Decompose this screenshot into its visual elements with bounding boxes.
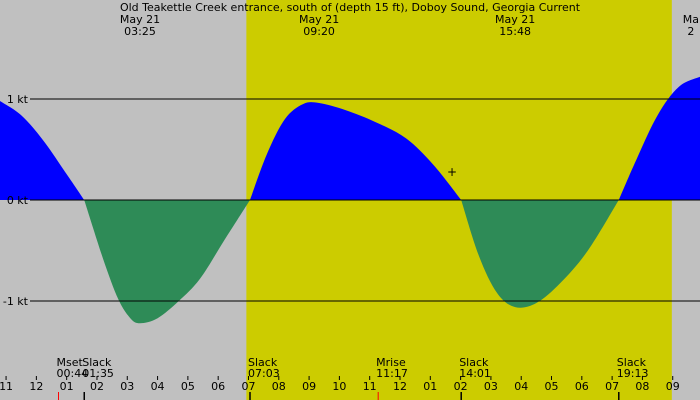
flood-area bbox=[0, 101, 85, 200]
y-tick-label: 0 kt bbox=[7, 194, 29, 207]
event-time: 01:35 bbox=[82, 367, 114, 380]
x-tick-label: 12 bbox=[393, 380, 407, 393]
y-tick-label: 1 kt bbox=[7, 93, 29, 106]
x-tick-label: 05 bbox=[181, 380, 195, 393]
chart-title: Old Teakettle Creek entrance, south of (… bbox=[120, 1, 581, 14]
x-tick-label: 08 bbox=[272, 380, 286, 393]
x-tick-label: 07 bbox=[605, 380, 619, 393]
flood-area bbox=[618, 76, 700, 200]
top-time-label: 09:20 bbox=[303, 25, 335, 38]
x-tick-label: 03 bbox=[484, 380, 498, 393]
x-tick-label: 04 bbox=[514, 380, 528, 393]
event-time: 14:01 bbox=[459, 367, 491, 380]
x-tick-label: 11 bbox=[0, 380, 13, 393]
event-name: Slack bbox=[82, 356, 112, 369]
event-name: Mrise bbox=[376, 356, 406, 369]
x-tick-label: 10 bbox=[332, 380, 346, 393]
ebb-area bbox=[461, 200, 619, 308]
x-tick-label: 11 bbox=[363, 380, 377, 393]
event-name: Slack bbox=[459, 356, 489, 369]
top-date-label: May 21 bbox=[120, 13, 160, 26]
grid-layer: 1 kt 0 kt -1 kt bbox=[3, 93, 700, 308]
x-tick-label: 12 bbox=[29, 380, 43, 393]
x-tick-label: 02 bbox=[454, 380, 468, 393]
x-tick-label: 06 bbox=[211, 380, 225, 393]
flood-area bbox=[250, 102, 462, 200]
top-time-label: 15:48 bbox=[499, 25, 531, 38]
x-tick-label: 05 bbox=[545, 380, 559, 393]
top-date-label: May 21 bbox=[299, 13, 339, 26]
x-tick-label: 02 bbox=[90, 380, 104, 393]
ebb-area bbox=[84, 200, 250, 324]
top-time-label: 2 bbox=[687, 25, 694, 38]
event-time: 00:44 bbox=[56, 367, 88, 380]
cursor-crosshair-icon: + bbox=[447, 165, 457, 179]
current-area-layer bbox=[0, 76, 700, 324]
x-tick-label: 04 bbox=[151, 380, 165, 393]
x-tick-label: 06 bbox=[575, 380, 589, 393]
event-layer: Mset00:44Slack01:35Slack07:03Mrise11:17S… bbox=[56, 356, 648, 400]
event-name: Slack bbox=[248, 356, 278, 369]
event-time: 11:17 bbox=[376, 367, 408, 380]
event-time: 19:13 bbox=[617, 367, 649, 380]
x-tick-label: 09 bbox=[302, 380, 316, 393]
x-tick-label: 08 bbox=[635, 380, 649, 393]
x-tick-label: 01 bbox=[423, 380, 437, 393]
x-tick-layer: 11 12 01 02 03 04 05 06 07 08 09 10 11 12 01 02 03 04 05 06… bbox=[0, 376, 680, 393]
y-tick-label: -1 kt bbox=[3, 295, 29, 308]
top-date-label: Ma bbox=[683, 13, 699, 26]
x-tick-label: 01 bbox=[60, 380, 74, 393]
event-time: 07:03 bbox=[248, 367, 280, 380]
top-date-label: May 21 bbox=[495, 13, 535, 26]
x-tick-label: 03 bbox=[120, 380, 134, 393]
x-tick-label: 07 bbox=[241, 380, 255, 393]
x-tick-label: 09 bbox=[666, 380, 680, 393]
top-time-label: 03:25 bbox=[124, 25, 156, 38]
event-name: Slack bbox=[617, 356, 647, 369]
event-name: Mset bbox=[56, 356, 83, 369]
